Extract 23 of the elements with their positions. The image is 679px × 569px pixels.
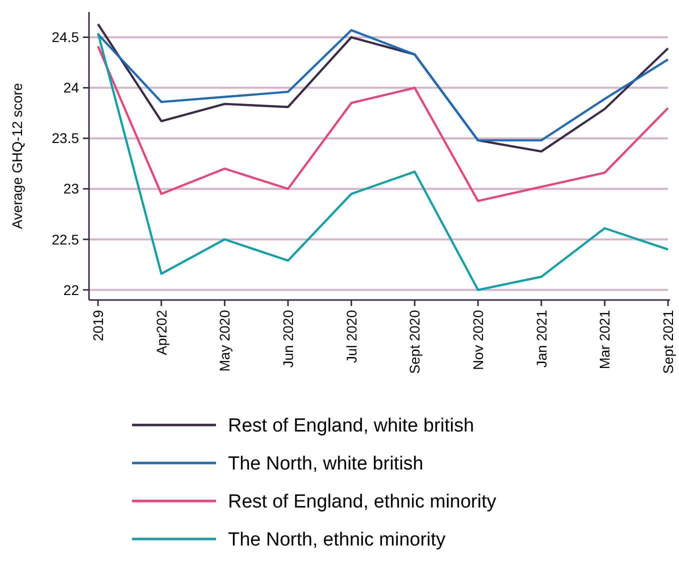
y-tick-label: 23.5 xyxy=(52,130,80,146)
x-tick-label: Jan 2021 xyxy=(533,310,550,368)
legend-label: The North, ethnic minority xyxy=(228,530,446,551)
y-tick-label: 24 xyxy=(63,80,80,96)
y-tick-label: 23 xyxy=(63,180,80,197)
legend-label: The North, white british xyxy=(228,454,424,475)
y-tick-label: 22.5 xyxy=(52,231,80,248)
line-series xyxy=(96,32,670,291)
x-tick-label: Mar 2021 xyxy=(596,310,613,370)
y-axis-title: Average GHQ-12 score xyxy=(9,82,25,230)
x-tick-label: Sept 2021 xyxy=(660,310,676,374)
x-tick-label: Jul 2020 xyxy=(343,310,360,363)
x-tick-label: Jun 2020 xyxy=(280,310,296,368)
x-tick-label: Apr202 xyxy=(153,310,170,356)
y-tick-label: 24.5 xyxy=(52,29,80,46)
legend-label: Rest of England, white british xyxy=(228,416,474,437)
x-tick-label: 2019 xyxy=(90,310,106,342)
line-series xyxy=(96,45,670,202)
x-tick-label: Sept 2020 xyxy=(406,310,423,374)
x-tick-label: Nov 2020 xyxy=(470,310,486,370)
legend-label: Rest of England, ethnic minority xyxy=(228,492,497,513)
y-tick-label: 22 xyxy=(63,282,80,298)
x-tick-label: May 2020 xyxy=(216,310,233,372)
